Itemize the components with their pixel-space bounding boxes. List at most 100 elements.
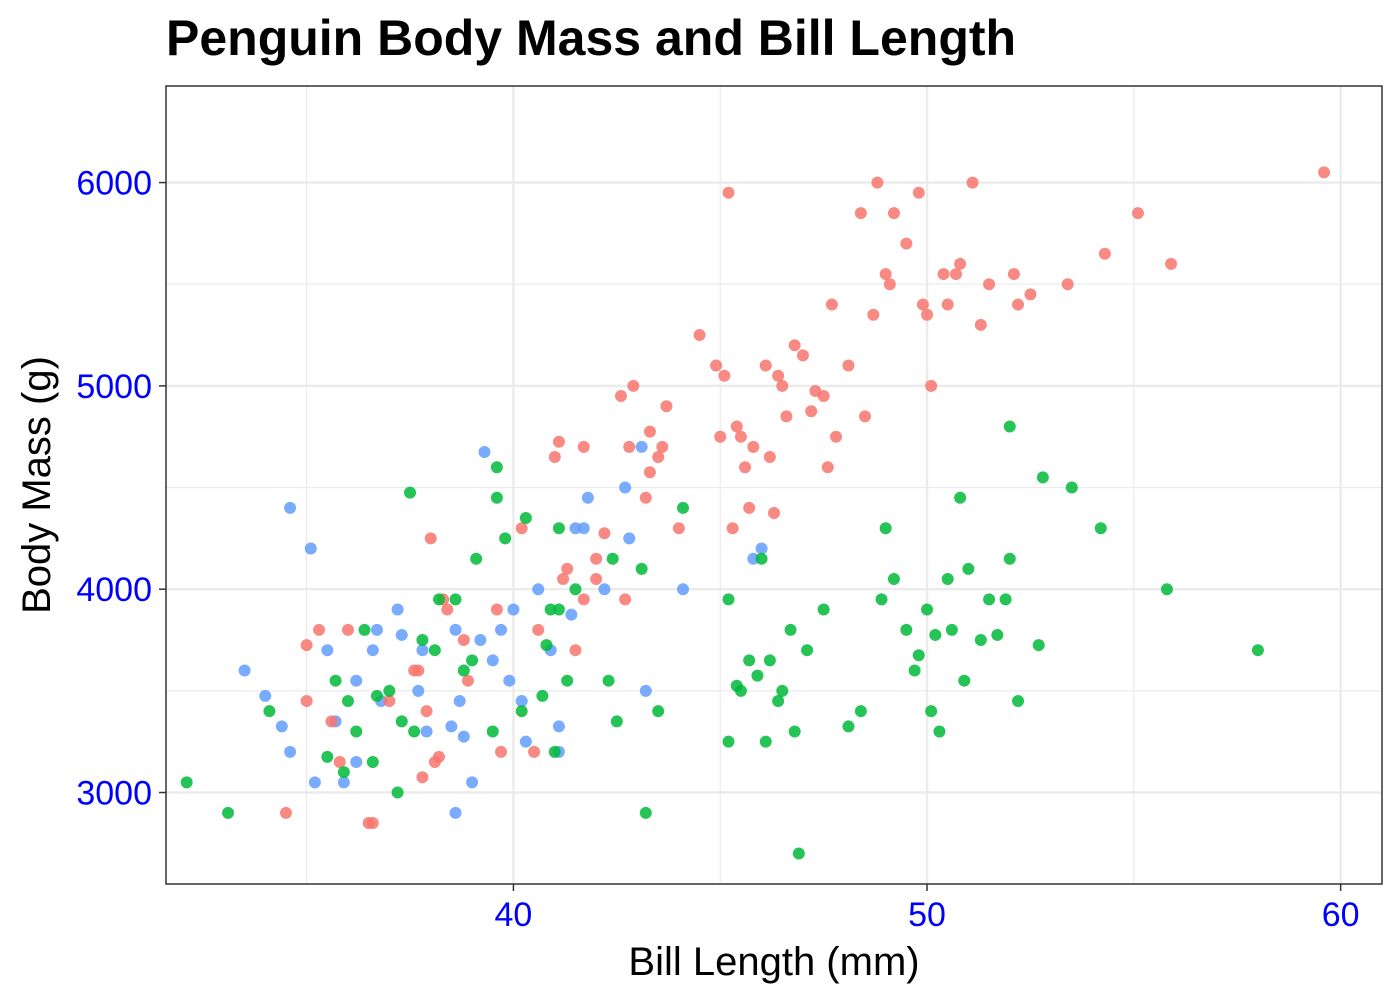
data-point <box>825 298 838 311</box>
data-point <box>954 257 967 270</box>
data-point <box>284 501 297 514</box>
data-point <box>548 451 561 464</box>
data-point <box>432 593 445 606</box>
data-point <box>590 573 603 586</box>
data-point <box>598 583 611 596</box>
data-point <box>755 552 768 565</box>
data-point <box>329 674 342 687</box>
data-point <box>921 308 934 321</box>
data-point <box>643 466 656 479</box>
data-point <box>937 268 950 281</box>
data-point <box>275 720 288 733</box>
y-tick-label: 4000 <box>76 571 152 609</box>
data-point <box>569 522 582 535</box>
data-point <box>569 644 582 657</box>
data-point <box>734 684 747 697</box>
gridlines <box>166 86 1382 884</box>
data-point <box>817 390 830 403</box>
data-point <box>623 440 636 453</box>
data-point <box>544 603 557 616</box>
data-point <box>912 649 925 662</box>
data-point <box>1032 639 1045 652</box>
data-point <box>503 674 516 687</box>
data-point <box>341 623 354 636</box>
data-point <box>730 420 743 433</box>
data-point <box>565 608 578 621</box>
data-point <box>561 674 574 687</box>
data-point <box>805 405 818 418</box>
data-point <box>474 634 487 647</box>
data-point <box>304 542 317 555</box>
data-point <box>763 451 776 464</box>
data-point <box>466 654 479 667</box>
data-point <box>912 186 925 199</box>
data-point <box>308 776 321 789</box>
data-point <box>449 806 462 819</box>
data-point <box>772 695 785 708</box>
data-point <box>871 176 884 189</box>
data-point <box>366 756 379 769</box>
data-point <box>325 715 338 728</box>
data-point <box>602 674 615 687</box>
data-point <box>1160 583 1173 596</box>
data-point <box>432 750 445 763</box>
data-point <box>1094 522 1107 535</box>
data-point <box>751 669 764 682</box>
data-point <box>983 278 996 291</box>
data-point <box>1061 278 1074 291</box>
data-point <box>457 730 470 743</box>
data-point <box>945 623 958 636</box>
data-point <box>577 522 590 535</box>
data-point <box>606 552 619 565</box>
data-point <box>768 506 780 519</box>
data-point <box>424 532 437 545</box>
data-point <box>817 603 830 616</box>
data-point <box>726 522 739 535</box>
data-point <box>747 440 760 453</box>
data-point <box>519 735 532 748</box>
data-point <box>391 786 404 799</box>
data-point <box>441 603 454 616</box>
data-point <box>722 735 735 748</box>
data-point <box>569 583 582 596</box>
data-point <box>259 689 272 702</box>
data-point <box>780 410 793 423</box>
data-point <box>887 207 900 220</box>
data-point <box>486 725 499 738</box>
y-axis-label: Body Mass (g) <box>15 356 59 614</box>
data-point <box>788 339 801 352</box>
data-point <box>321 644 334 657</box>
data-point <box>867 308 880 321</box>
data-point <box>830 430 843 443</box>
data-point <box>1098 247 1111 260</box>
data-point <box>420 705 433 718</box>
data-point <box>1007 268 1020 281</box>
data-point <box>925 705 938 718</box>
data-point <box>759 359 772 372</box>
data-point <box>412 684 425 697</box>
data-point <box>652 705 665 718</box>
data-point <box>941 573 954 586</box>
data-point <box>1131 207 1144 220</box>
data-point <box>445 720 458 733</box>
data-point <box>279 806 292 819</box>
data-point <box>552 435 565 448</box>
data-point <box>350 756 363 769</box>
data-point <box>672 522 685 535</box>
data-point <box>416 634 429 647</box>
data-point <box>858 410 871 423</box>
data-point <box>532 623 545 636</box>
data-point <box>929 628 942 641</box>
data-point <box>1012 298 1025 311</box>
data-point <box>453 695 466 708</box>
data-point <box>842 720 855 733</box>
data-point <box>974 318 987 331</box>
data-point <box>408 725 421 738</box>
data-point <box>495 745 508 758</box>
data-point <box>652 451 665 464</box>
data-point <box>515 522 528 535</box>
data-point <box>999 593 1012 606</box>
data-point <box>743 654 756 667</box>
chart-title: Penguin Body Mass and Bill Length <box>166 10 1016 66</box>
data-point <box>623 532 636 545</box>
